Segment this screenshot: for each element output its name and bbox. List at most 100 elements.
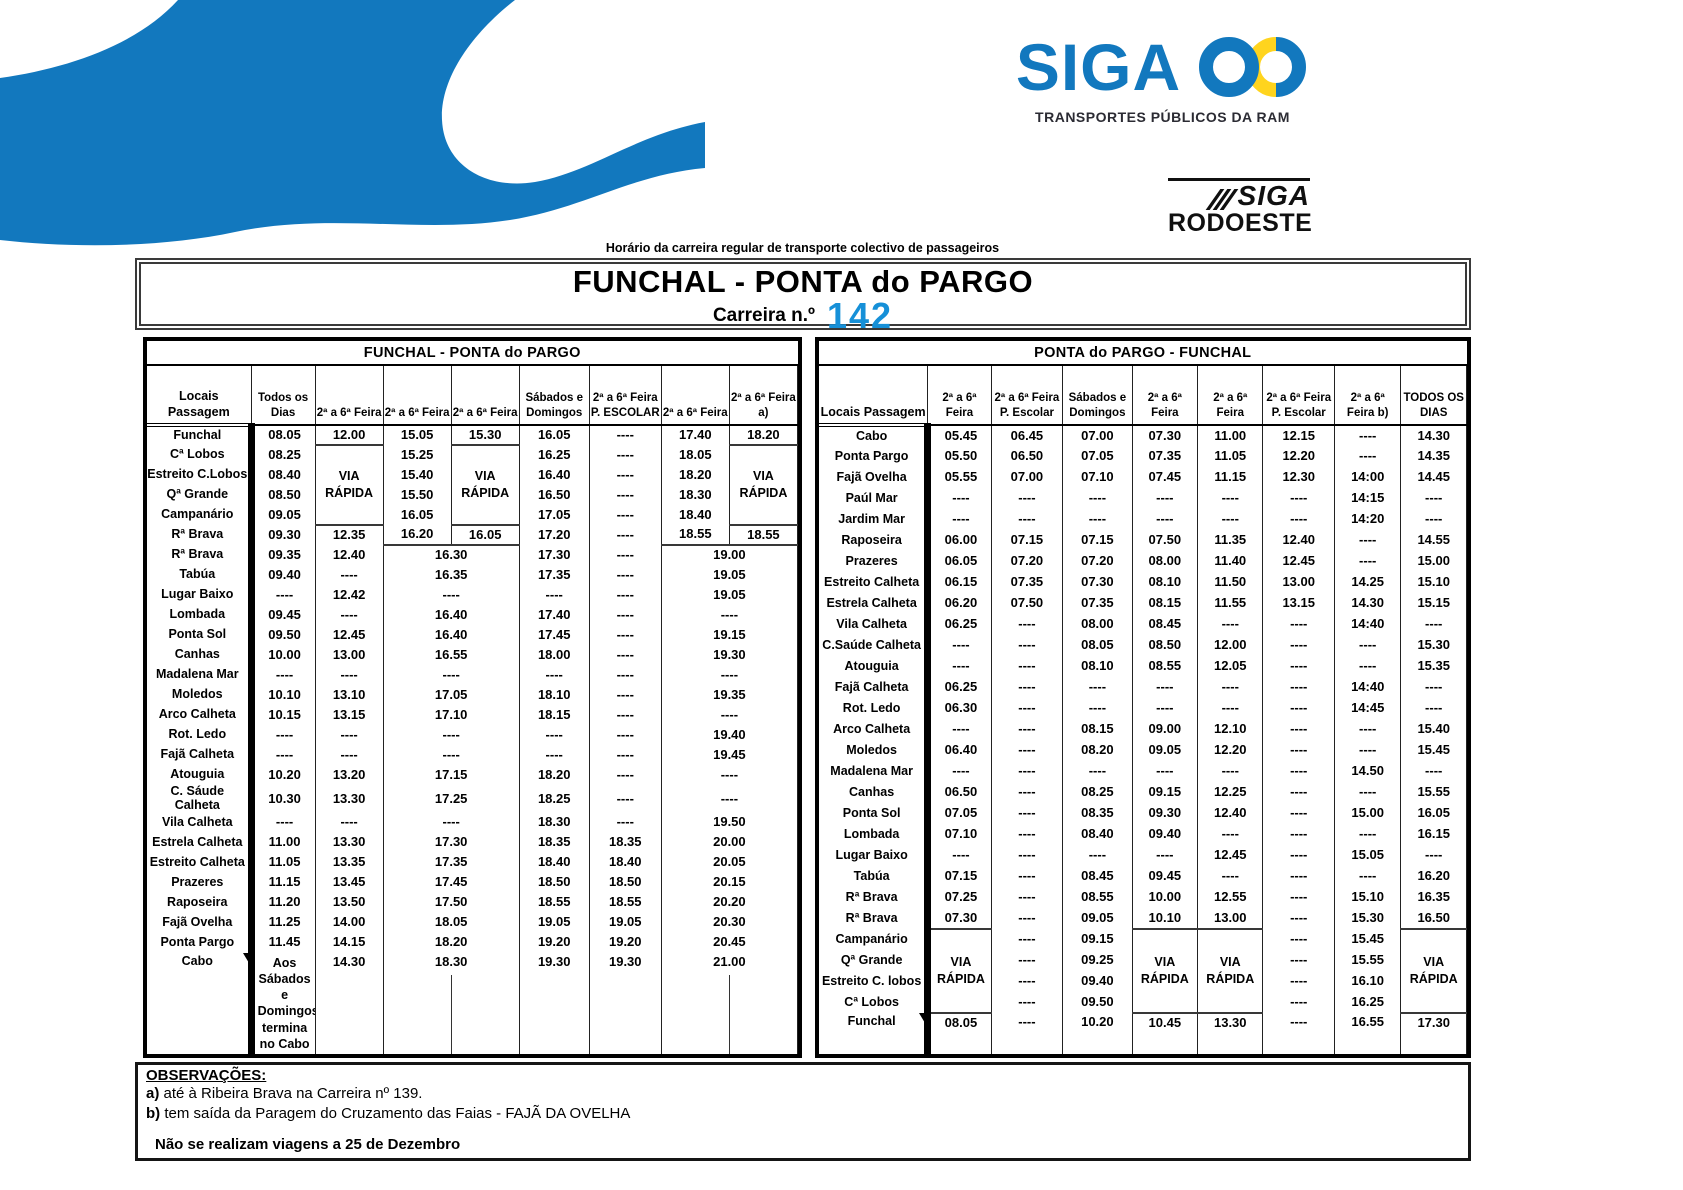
column-header: 2ª a 6ª Feira P. Escolar — [990, 365, 1064, 426]
time-cell: 08.10 — [1131, 572, 1199, 593]
time-cell: 05.55 — [927, 467, 992, 488]
time-cell: 15.40 — [1400, 719, 1467, 740]
time-cell: ---- — [588, 645, 662, 665]
table-row: Jardim Mar ---- ---- ---- ---- ---- ---- 14:20-… — [819, 509, 1467, 530]
location-cell: Cª Lobos — [147, 445, 255, 465]
time-cell: 07.15 — [990, 530, 1064, 551]
time-cell: ---- — [1400, 845, 1467, 866]
table-row: Estreito C.Lobos 08.40 15.40 16.40 ---- 18.20 — [147, 465, 798, 485]
location-cell: Estrela Calheta — [147, 832, 255, 853]
table-row: Raposeira 06.00 07.15 07.15 07.50 11.35 12.40-… — [819, 530, 1467, 551]
time-cell: 10.00 — [1131, 887, 1199, 908]
time-cell: 07.35 — [990, 572, 1064, 593]
time-cell: ---- — [1131, 845, 1199, 866]
time-cell: 13.35 — [314, 852, 384, 873]
time-cell: ---- — [990, 719, 1064, 740]
time-cell: ---- — [1262, 887, 1335, 908]
time-cell: 17.30 — [518, 545, 590, 565]
time-cell: ---- — [588, 785, 662, 813]
time-cell: ---- — [588, 665, 662, 685]
time-cell: 17.35 — [382, 852, 520, 873]
table-row: Funchal 08.05 12.00 15.05 15.30 16.05 ---- 17.4… — [147, 425, 799, 445]
time-cell: ---- — [1333, 530, 1402, 551]
table-row: Madalena Mar ---- ---- ---- ---- ---- ---- 14.5… — [819, 761, 1467, 782]
time-cell: ---- — [990, 824, 1064, 845]
time-cell: 11.15 — [250, 872, 316, 893]
time-cell: 10.20 — [250, 765, 316, 785]
time-cell: ---- — [518, 725, 590, 745]
location-cell: Canhas — [819, 782, 932, 803]
time-cell: ---- — [660, 765, 799, 785]
time-cell: 12.40 — [314, 545, 384, 565]
location-cell: Tabúa — [147, 565, 255, 585]
title-box: FUNCHAL - PONTA do PARGO Carreira n.º 142 — [135, 258, 1471, 334]
time-cell: ---- — [1262, 845, 1335, 866]
location-cell: Funchal — [819, 1013, 932, 1054]
time-cell: 16.05 — [518, 425, 590, 445]
time-cell: ---- — [990, 614, 1064, 635]
observation-note-b-text: tem saída da Paragem do Cruzamento das F… — [164, 1104, 631, 1122]
time-cell: ---- — [588, 505, 662, 525]
time-cell: 08.25 — [250, 445, 316, 465]
location-cell: Ponta Pargo — [147, 932, 255, 953]
time-cell: 09.40 — [250, 565, 316, 585]
table-row: Rª Brava 07.25 ---- 08.55 10.00 12.55 ---- 15.1… — [819, 887, 1467, 908]
table-row: Moledos 06.40 ---- 08.20 09.05 12.20 ---- ---- 1… — [819, 740, 1467, 761]
time-cell: 16.20 — [1400, 866, 1467, 887]
time-cell: 17.45 — [518, 625, 590, 645]
table-row: Lombada 09.45 ---- 16.40 17.40 ---- ---- — [147, 605, 799, 625]
time-cell: 07.05 — [927, 803, 992, 824]
table-direction-title: FUNCHAL - PONTA do PARGO — [147, 341, 798, 366]
time-cell: ---- — [1400, 761, 1467, 782]
time-cell: 17.35 — [518, 565, 590, 585]
time-cell: 07.35 — [1062, 593, 1133, 614]
time-cell: 13.30 — [1197, 1013, 1264, 1054]
time-cell: 16.40 — [518, 465, 590, 485]
location-cell: Cª Lobos — [819, 992, 932, 1013]
time-cell: ---- — [1262, 656, 1335, 677]
time-cell: 07.50 — [990, 593, 1064, 614]
time-cell: 09.50 — [1062, 992, 1133, 1013]
time-cell: 16.05 — [1400, 803, 1467, 824]
siga-logo: SIGA TRANSPORTES PÚBLICOS DA RAM — [1010, 34, 1315, 125]
time-cell: 11.00 — [250, 832, 316, 853]
time-cell: 18.25 — [518, 785, 590, 813]
time-cell: ---- — [1262, 866, 1335, 887]
location-cell: Qª Grande — [147, 485, 255, 505]
location-cell: Fajã Ovelha — [819, 467, 932, 488]
time-cell: ---- — [1262, 824, 1335, 845]
time-cell: ---- — [588, 765, 662, 785]
time-cell: ---- — [1262, 740, 1335, 761]
table-row: Estreito C. lobos ---- 09.40 ---- 16.10 — [819, 971, 1467, 992]
table-row: Ponta Sol 09.50 12.45 16.40 17.45 ---- 19.15 — [147, 625, 799, 645]
time-cell: 20.15 — [660, 872, 799, 893]
time-cell: 06.15 — [927, 572, 992, 593]
time-cell: 13.10 — [314, 685, 384, 705]
time-cell: ---- — [990, 803, 1064, 824]
time-cell: 10.45 — [1131, 1013, 1199, 1054]
time-cell: ---- — [1400, 614, 1467, 635]
time-cell: 18.20 — [660, 465, 730, 485]
column-header: Locais Passagem — [819, 365, 929, 427]
time-cell: 15.30 — [1400, 635, 1467, 656]
table-row: Madalena Mar ---- ---- ---- ---- ---- ---- — [147, 665, 799, 685]
time-cell: 18.05 — [660, 445, 730, 465]
location-cell: Estreito C. lobos — [819, 971, 932, 992]
time-cell: ---- — [588, 625, 662, 645]
time-cell: 18.20 — [728, 425, 799, 445]
time-cell: ---- — [1197, 698, 1264, 719]
observation-note-a-label: a) — [146, 1085, 160, 1102]
time-cell: 16.55 — [1333, 1013, 1402, 1054]
time-cell: 16.40 — [382, 605, 520, 625]
time-cell: 09.05 — [250, 505, 316, 525]
time-cell: ---- — [588, 705, 662, 725]
table-row: Fajã Ovelha 11.25 14.00 18.05 19.05 19.05 20.3… — [147, 912, 799, 933]
time-cell: ---- — [1197, 677, 1264, 698]
time-cell: 15.10 — [1333, 887, 1402, 908]
column-header: 2ª a 6ª Feira — [660, 365, 730, 426]
time-cell: 14.45 — [1400, 467, 1467, 488]
route-number-label: Carreira n.º — [712, 305, 815, 327]
time-cell: 10.30 — [250, 785, 316, 813]
time-cell: 09.45 — [250, 605, 316, 625]
location-cell: Lombada — [147, 605, 255, 625]
